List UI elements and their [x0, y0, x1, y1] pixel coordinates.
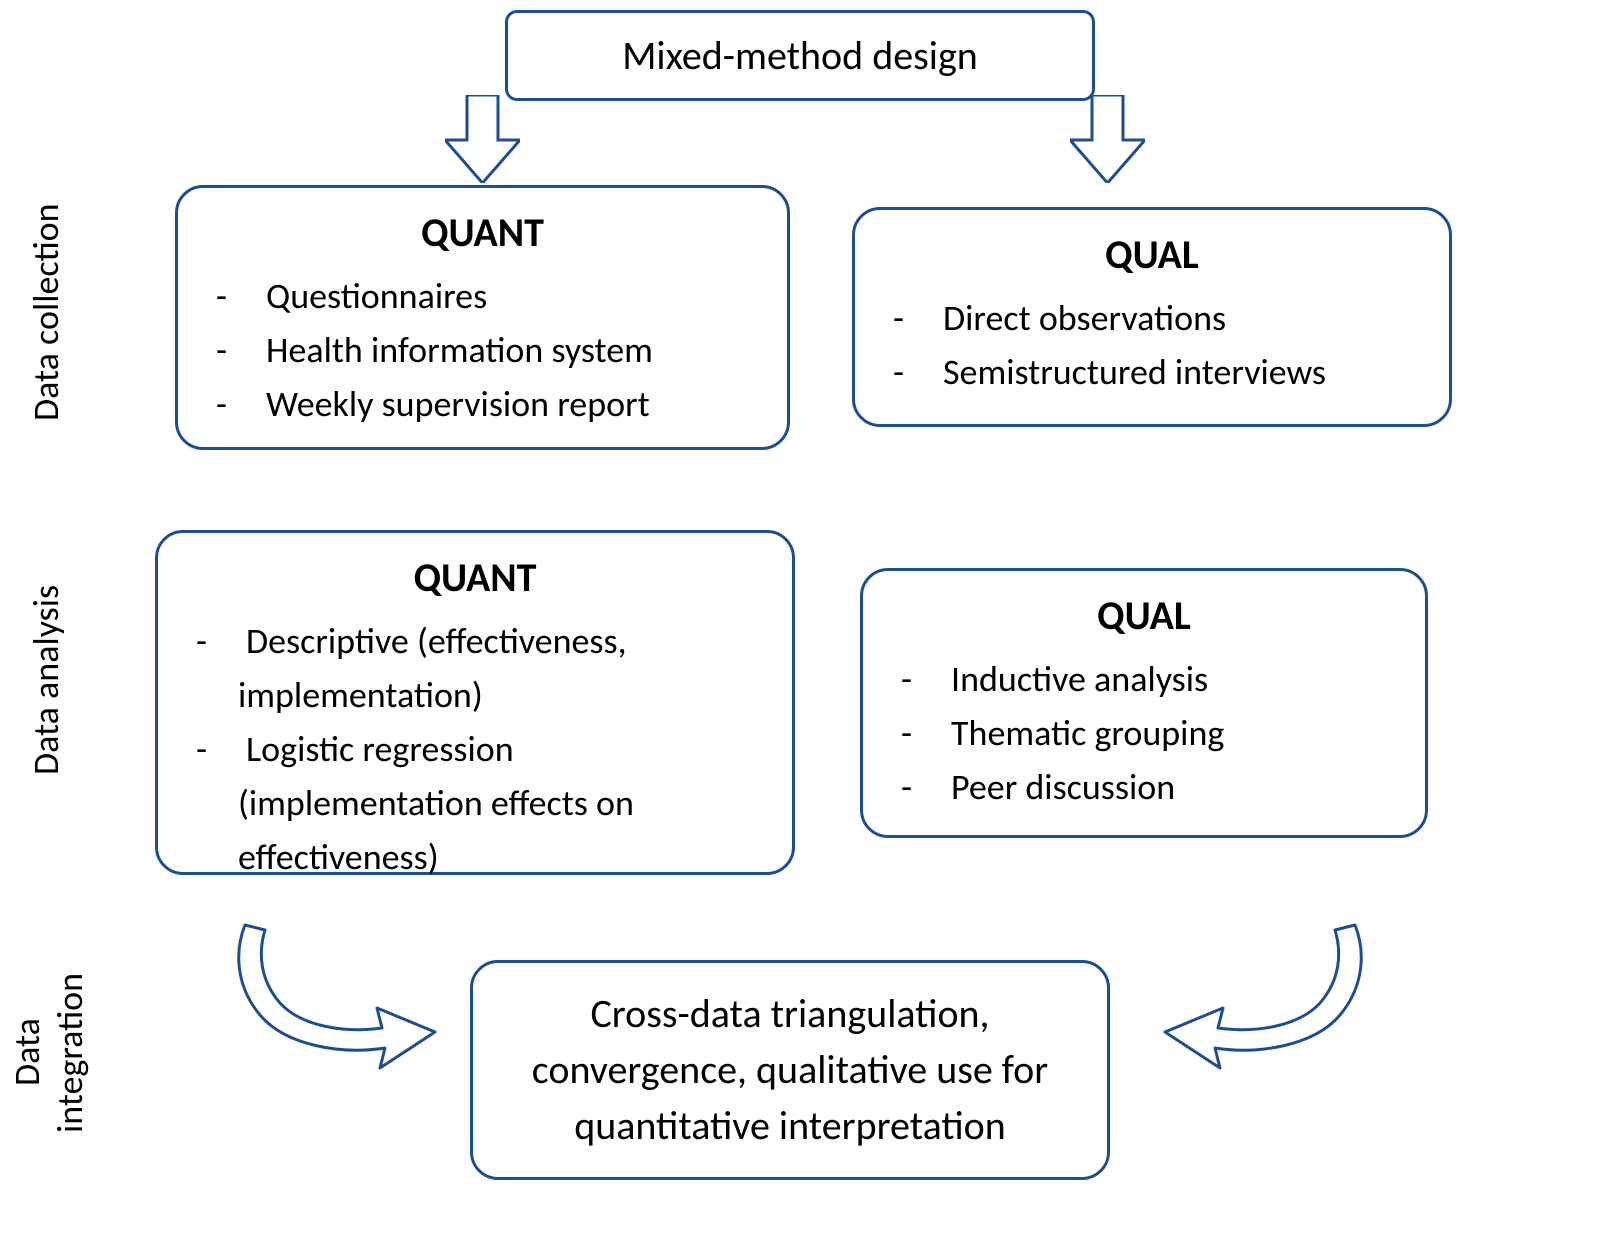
qual-analysis-heading: QUAL [893, 591, 1395, 640]
integration-box: Cross-data triangulation, convergence, q… [470, 960, 1110, 1180]
qual-collection-item: Semistructured interviews [885, 345, 1419, 399]
quant-analysis-box: QUANT Descriptive (effectiveness, implem… [155, 530, 795, 875]
quant-collection-item: Health information system [208, 323, 757, 377]
title-box: Mixed-method design [505, 10, 1095, 101]
quant-analysis-heading: QUANT [188, 553, 762, 602]
qual-analysis-item: Peer discussion [893, 760, 1395, 814]
mixed-method-diagram: Mixed-method design Data collection Data… [0, 0, 1601, 1253]
title-text: Mixed-method design [622, 31, 978, 80]
integration-text: Cross-data triangulation, convergence, q… [503, 986, 1077, 1154]
quant-analysis-item: Descriptive (effectiveness, implementati… [188, 614, 762, 722]
quant-collection-item: Weekly supervision report [208, 377, 757, 431]
curved-arrow-left-to-center [230, 915, 440, 1075]
quant-collection-heading: QUANT [208, 208, 757, 257]
qual-analysis-item: Inductive analysis [893, 652, 1395, 706]
quant-collection-item: Questionnaires [208, 269, 757, 323]
qual-collection-box: QUAL Direct observations Semistructured … [852, 207, 1452, 427]
quant-collection-box: QUANT Questionnaires Health information … [175, 185, 790, 450]
qual-analysis-box: QUAL Inductive analysis Thematic groupin… [860, 568, 1428, 838]
quant-analysis-item: Logistic regression (implementation effe… [188, 722, 762, 884]
row-label-data-analysis: Data analysis [24, 530, 68, 830]
qual-collection-item: Direct observations [885, 291, 1419, 345]
arrow-down-left [445, 95, 520, 183]
qual-collection-heading: QUAL [885, 230, 1419, 279]
arrow-down-right [1070, 95, 1145, 183]
row-label-data-collection: Data collection [24, 160, 68, 465]
curved-arrow-right-to-center [1160, 915, 1370, 1075]
row-label-data-integration: Data integration [6, 920, 92, 1185]
qual-analysis-item: Thematic grouping [893, 706, 1395, 760]
